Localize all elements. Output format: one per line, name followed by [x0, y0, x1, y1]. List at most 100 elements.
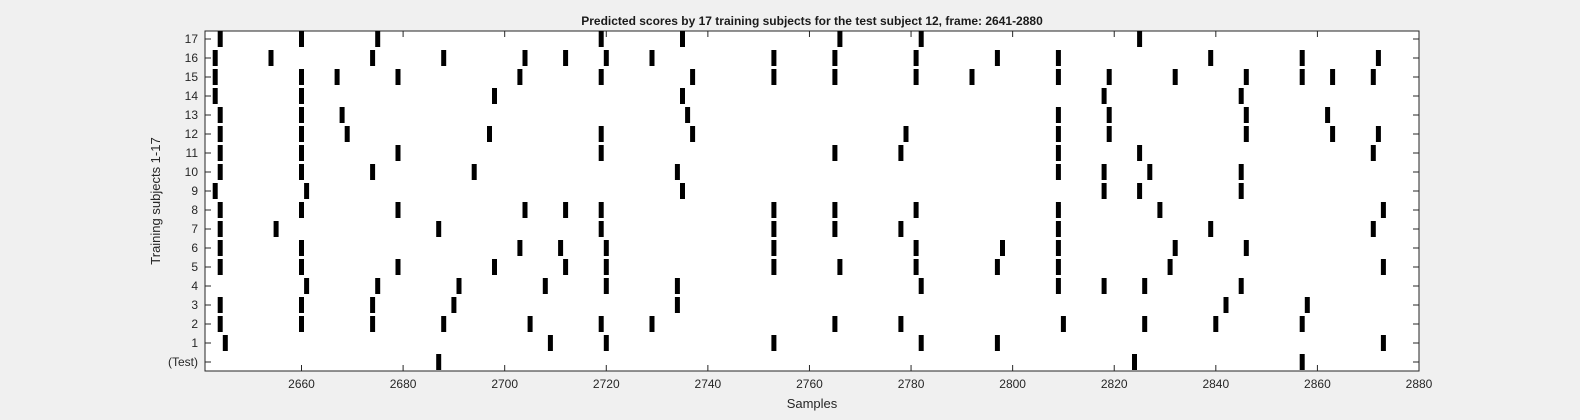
y-tick-label: 5: [191, 260, 198, 274]
y-tick-label: 8: [191, 203, 198, 217]
event-mark: [832, 316, 838, 332]
event-mark: [674, 297, 680, 313]
event-mark: [1172, 69, 1178, 85]
event-mark: [370, 50, 376, 66]
event-mark: [1106, 69, 1112, 85]
event-mark: [334, 69, 340, 85]
event-mark: [547, 335, 553, 351]
event-mark: [1157, 202, 1163, 218]
event-mark: [1238, 164, 1244, 180]
event-mark: [1370, 69, 1376, 85]
event-mark: [598, 316, 604, 332]
event-mark: [217, 126, 223, 142]
event-mark: [680, 88, 685, 104]
event-mark: [837, 31, 843, 47]
event-mark: [771, 335, 777, 351]
event-mark: [487, 126, 492, 142]
event-mark: [1370, 145, 1376, 161]
x-tick-label: 2680: [390, 377, 417, 391]
event-mark: [1299, 354, 1305, 370]
event-mark: [898, 316, 904, 332]
x-tick-label: 2660: [288, 377, 315, 391]
event-mark: [771, 259, 777, 275]
event-mark: [1055, 259, 1061, 275]
event-mark: [395, 202, 401, 218]
x-tick-label: 2820: [1101, 377, 1128, 391]
y-tick-label: 14: [185, 89, 199, 103]
y-tick-label: 4: [191, 279, 198, 293]
event-mark: [456, 278, 462, 294]
event-mark: [1299, 69, 1305, 85]
event-mark: [1243, 126, 1249, 142]
y-tick-label: 6: [191, 241, 198, 255]
event-mark: [603, 278, 609, 294]
y-tick-label: 10: [185, 165, 199, 179]
event-mark: [1142, 278, 1148, 294]
x-axis: 2660 2680 2700 2720 2740 2760 2780 2800 2820 2840…: [288, 31, 1433, 391]
event-mark: [1243, 240, 1249, 256]
event-mark: [299, 126, 304, 142]
event-mark: [649, 316, 655, 332]
event-mark: [299, 164, 304, 180]
x-tick-label: 2800: [999, 377, 1026, 391]
y-tick-label: 16: [185, 51, 199, 65]
event-mark: [339, 107, 345, 123]
x-axis-label: Samples: [787, 396, 838, 411]
event-mark: [598, 202, 604, 218]
event-mark: [217, 221, 223, 237]
y-tick-label: 9: [191, 184, 198, 198]
y-tick-label: 17: [185, 32, 199, 46]
event-mark: [217, 240, 223, 256]
event-mark: [299, 107, 304, 123]
event-mark: [268, 50, 274, 66]
event-mark: [1380, 202, 1386, 218]
event-mark: [994, 335, 1000, 351]
event-mark: [837, 259, 843, 275]
event-mark: [299, 240, 304, 256]
event-mark: [1055, 164, 1061, 180]
event-mark: [674, 278, 680, 294]
event-mark: [1325, 107, 1331, 123]
event-mark: [771, 240, 777, 256]
event-mark: [375, 31, 381, 47]
y-tick-label: 3: [191, 298, 198, 312]
event-mark: [1101, 88, 1107, 104]
event-mark: [994, 259, 1000, 275]
event-mark: [542, 278, 548, 294]
event-mark: [517, 240, 523, 256]
event-mark: [451, 297, 457, 313]
event-mark: [918, 335, 924, 351]
event-mark: [771, 50, 777, 66]
event-mark: [558, 240, 564, 256]
event-mark: [1167, 259, 1173, 275]
x-tick-label: 2780: [898, 377, 925, 391]
event-mark: [304, 278, 310, 294]
event-mark: [527, 316, 533, 332]
y-tick-label: 11: [186, 146, 199, 160]
event-mark: [690, 126, 696, 142]
event-mark: [1106, 126, 1112, 142]
event-mark: [299, 145, 304, 161]
event-mark: [375, 278, 381, 294]
event-mark: [1137, 183, 1143, 199]
event-mark: [441, 316, 447, 332]
event-mark: [1055, 50, 1061, 66]
event-mark: [212, 88, 218, 104]
event-mark: [217, 107, 223, 123]
x-tick-label: 2760: [796, 377, 823, 391]
event-mark: [299, 88, 304, 104]
event-mark: [299, 316, 304, 332]
event-mark: [436, 221, 442, 237]
event-mark: [1238, 88, 1244, 104]
event-mark: [471, 164, 477, 180]
x-tick-label: 2700: [491, 377, 518, 391]
event-mark: [674, 164, 680, 180]
event-mark: [771, 221, 777, 237]
event-mark: [370, 297, 376, 313]
event-mark: [1055, 221, 1061, 237]
event-mark: [1330, 126, 1336, 142]
x-tick-label: 2880: [1406, 377, 1433, 391]
y-tick-label: 2: [191, 317, 198, 331]
